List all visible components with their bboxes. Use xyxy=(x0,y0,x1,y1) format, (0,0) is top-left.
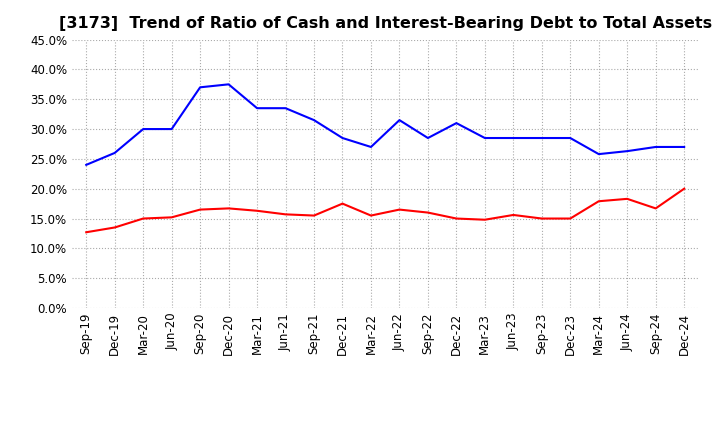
Cash xyxy=(196,207,204,212)
Cash xyxy=(338,201,347,206)
Interest-Bearing Debt xyxy=(82,162,91,168)
Cash xyxy=(680,186,688,191)
Cash xyxy=(110,225,119,230)
Interest-Bearing Debt xyxy=(196,84,204,90)
Interest-Bearing Debt xyxy=(423,136,432,141)
Cash xyxy=(366,213,375,218)
Cash xyxy=(509,213,518,218)
Interest-Bearing Debt xyxy=(139,126,148,132)
Interest-Bearing Debt xyxy=(595,151,603,157)
Interest-Bearing Debt xyxy=(253,106,261,111)
Cash xyxy=(167,215,176,220)
Cash xyxy=(310,213,318,218)
Cash xyxy=(480,217,489,222)
Interest-Bearing Debt xyxy=(282,106,290,111)
Title: [3173]  Trend of Ratio of Cash and Interest-Bearing Debt to Total Assets: [3173] Trend of Ratio of Cash and Intere… xyxy=(58,16,712,32)
Interest-Bearing Debt xyxy=(480,136,489,141)
Interest-Bearing Debt xyxy=(366,144,375,150)
Interest-Bearing Debt xyxy=(566,136,575,141)
Cash xyxy=(423,210,432,215)
Cash xyxy=(395,207,404,212)
Interest-Bearing Debt xyxy=(509,136,518,141)
Interest-Bearing Debt xyxy=(452,121,461,126)
Cash xyxy=(566,216,575,221)
Line: Cash: Cash xyxy=(86,189,684,232)
Cash xyxy=(595,198,603,204)
Cash xyxy=(82,230,91,235)
Interest-Bearing Debt xyxy=(680,144,688,150)
Interest-Bearing Debt xyxy=(225,82,233,87)
Cash xyxy=(225,206,233,211)
Interest-Bearing Debt xyxy=(395,117,404,123)
Interest-Bearing Debt xyxy=(623,148,631,154)
Cash xyxy=(452,216,461,221)
Interest-Bearing Debt xyxy=(310,117,318,123)
Cash xyxy=(623,196,631,202)
Interest-Bearing Debt xyxy=(537,136,546,141)
Line: Interest-Bearing Debt: Interest-Bearing Debt xyxy=(86,84,684,165)
Interest-Bearing Debt xyxy=(167,126,176,132)
Interest-Bearing Debt xyxy=(338,136,347,141)
Cash xyxy=(537,216,546,221)
Interest-Bearing Debt xyxy=(110,150,119,156)
Interest-Bearing Debt xyxy=(652,144,660,150)
Cash xyxy=(282,212,290,217)
Cash xyxy=(253,208,261,213)
Cash xyxy=(652,206,660,211)
Cash xyxy=(139,216,148,221)
